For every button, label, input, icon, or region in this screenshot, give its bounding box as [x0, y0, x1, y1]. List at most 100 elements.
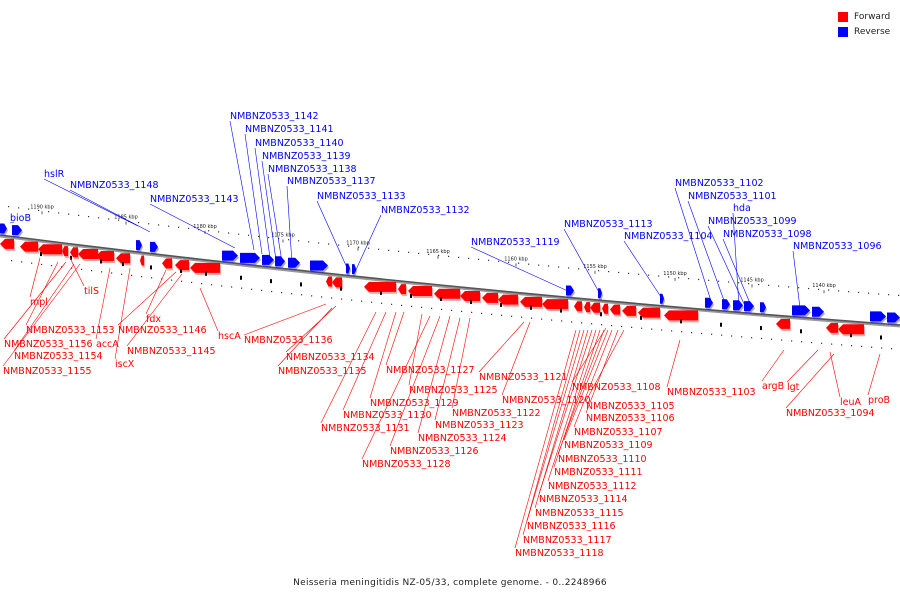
reverse-gene	[744, 301, 754, 312]
forward-gene-label-leader	[369, 311, 397, 399]
reverse-gene	[0, 223, 7, 234]
forward-gene-label: NMBNZ0533_1107	[573, 329, 663, 438]
reverse-gene-label-leader	[244, 133, 263, 255]
reverse-gene-label-text: bioB	[10, 213, 31, 224]
forward-gene-label-text: NMBNZ0533_1114	[539, 494, 628, 505]
forward-gene	[190, 262, 220, 273]
forward-gene-label-leader	[126, 273, 183, 347]
forward-gene-label: fdx	[145, 269, 167, 325]
forward-gene	[364, 281, 396, 292]
forward-gene-label: NMBNZ0533_1145	[126, 273, 216, 357]
reverse-gene-label: NMBNZ0533_1137	[286, 176, 376, 265]
scale-dot	[301, 294, 303, 296]
reverse-gene-label-leader	[354, 214, 382, 273]
scale-dot	[868, 292, 870, 294]
reverse-gene-label: NMBNZ0533_1113	[563, 219, 653, 295]
reverse-gene-label-text: NMBNZ0533_1140	[255, 138, 344, 149]
scale-dot	[688, 278, 690, 280]
forward-gene-label: NMBNZ0533_1105	[585, 329, 675, 412]
reverse-gene-label-leader	[69, 189, 151, 233]
forward-gene	[776, 318, 790, 329]
forward-gene	[70, 247, 78, 258]
scale-dot	[788, 286, 790, 288]
scale-dot	[818, 288, 820, 290]
scale-dot	[781, 339, 783, 341]
reverse-gene-label-text: hslR	[44, 169, 65, 180]
forward-gene-label: NMBNZ0533_1126	[389, 315, 479, 457]
scale-dot	[728, 281, 730, 283]
forward-gene-label-text: NMBNZ0533_1118	[515, 548, 604, 559]
reverse-gene	[722, 299, 730, 310]
reverse-gene-label-text: NMBNZ0533_1132	[381, 205, 470, 216]
reverse-gene-label-leader	[229, 120, 255, 251]
scale-dot	[11, 260, 13, 262]
scale-dot	[138, 222, 140, 224]
tick-label: 1150 kbp	[663, 271, 687, 277]
scale-dot	[531, 317, 533, 319]
reverse-gene-label-text: NMBNZ0533_1139	[262, 151, 351, 162]
feature-mark	[300, 282, 302, 287]
forward-gene-label-leader	[451, 317, 471, 409]
scale-dot	[191, 281, 193, 284]
forward-gene-label-text: NMBNZ0533_1109	[564, 440, 653, 451]
forward-gene	[332, 277, 342, 288]
scale-dot	[711, 333, 713, 335]
feature-mark	[880, 335, 882, 340]
scale-dot	[288, 239, 290, 241]
reverse-gene-label-leader	[623, 240, 664, 301]
forward-gene-label-text: NMBNZ0533_1131	[321, 423, 410, 434]
feature-marks	[40, 252, 882, 340]
forward-gene-label-text: NMBNZ0533_1116	[527, 521, 616, 532]
feature-mark	[680, 319, 682, 324]
forward-gene-label: NMBNZ0533_1124	[417, 315, 507, 444]
reverse-gene-label-leader	[9, 221, 15, 224]
scale-dot	[78, 214, 80, 216]
forward-gene	[610, 304, 620, 315]
forward-gene-label-leader	[514, 329, 577, 549]
scale-dot	[408, 251, 410, 253]
forward-gene-label: argB	[761, 349, 785, 392]
forward-gene-label-text: NMBNZ0533_1124	[418, 433, 507, 444]
forward-gene-label-leader	[145, 269, 167, 315]
forward-gene-label-text: NMBNZ0533_1107	[574, 427, 663, 438]
reverse-gene-label: bioB	[9, 213, 31, 224]
forward-gene-label: NMBNZ0533_1156	[3, 261, 93, 350]
scale-dot	[231, 286, 233, 288]
scale-dot	[461, 310, 463, 312]
reverse-gene-label-leader	[261, 160, 277, 261]
scale-dot	[808, 287, 810, 290]
forward-gene-label-leader	[25, 261, 59, 326]
forward-gene-label-leader	[95, 267, 111, 340]
forward-gene-label: NMBNZ0533_1129	[369, 311, 459, 409]
reverse-gene-label-leader	[563, 228, 601, 295]
reverse-gene-label-leader	[43, 178, 139, 227]
forward-gene	[584, 302, 590, 313]
forward-gene-label-leader	[526, 329, 585, 522]
forward-gene-label-leader	[547, 329, 597, 482]
tick-label: 1180 kbp	[193, 224, 217, 230]
scale-dot	[591, 323, 593, 325]
reverse-gene	[346, 263, 350, 274]
scale-dot	[778, 285, 780, 287]
tick-label: 1140 kbp	[812, 283, 836, 289]
forward-gene-label: lgt	[786, 349, 819, 393]
feature-mark	[380, 290, 382, 295]
scale-dot	[41, 263, 43, 266]
forward-gene-label: NMBNZ0533_1135	[277, 307, 367, 377]
forward-gene-label: NMBNZ0533_1155	[2, 263, 92, 377]
reverse-gene	[288, 257, 300, 268]
reverse-gene	[792, 305, 810, 316]
forward-gene	[175, 260, 189, 271]
forward-gene	[38, 244, 62, 255]
scale-dot	[518, 262, 520, 264]
scale-dot	[308, 241, 310, 243]
scale-dot	[638, 273, 640, 275]
scale-dot	[228, 232, 230, 234]
forward-gene-label-text: NMBNZ0533_1108	[572, 382, 661, 393]
scale-dot	[368, 247, 370, 249]
reverse-gene	[870, 311, 886, 322]
scale-dot	[311, 295, 313, 297]
scale-dot	[101, 271, 103, 273]
reverse-gene-label-leader	[792, 250, 801, 309]
scale-dot	[821, 342, 823, 344]
